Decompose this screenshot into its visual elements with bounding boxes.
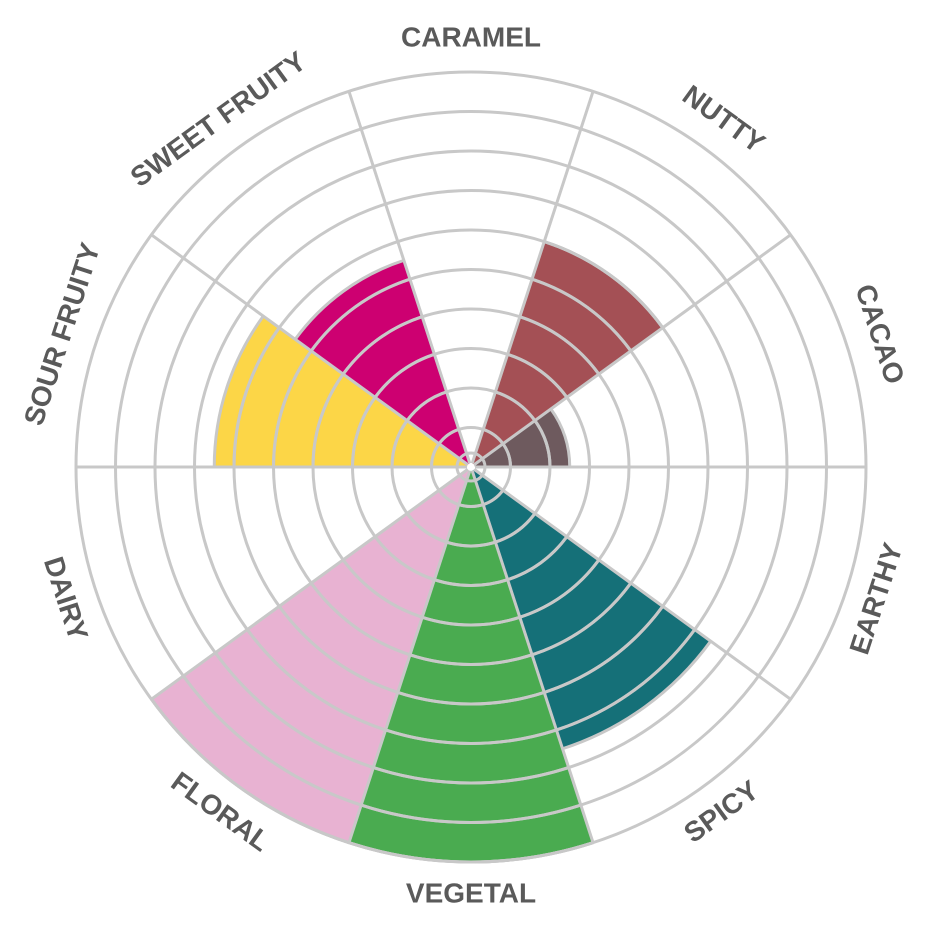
wedge-fill-cacao <box>474 408 570 467</box>
grid-layer <box>74 70 868 864</box>
grid-spoke <box>150 468 469 701</box>
grid-spoke <box>150 233 469 466</box>
wedge-fill-nutty <box>472 241 663 465</box>
wedge-fill-sweet-fruity <box>295 260 470 465</box>
wedge-fill-vegetal <box>348 470 594 862</box>
category-label-earthy: EARTHY <box>844 539 909 658</box>
category-label-dairy: DAIRY <box>38 553 94 645</box>
wedge-edge-sour-fruity <box>212 315 265 468</box>
wedge-edge-spicy <box>562 640 712 751</box>
category-label-sour-fruity: SOUR FRUITY <box>18 239 106 429</box>
wedge-fill-spicy <box>472 469 711 749</box>
grid-spoke <box>470 90 595 464</box>
wedge-fill-floral <box>151 469 470 843</box>
category-label-nutty: NUTTY <box>677 79 771 159</box>
grid-spoke <box>473 468 792 701</box>
wedges-layer <box>150 240 712 864</box>
category-label-spicy: SPICY <box>678 774 764 849</box>
grid-spoke <box>470 470 595 844</box>
wedge-edge-cacao <box>549 408 572 468</box>
wedge-edge-sweet-fruity <box>294 258 405 341</box>
category-label-vegetal: VEGETAL <box>406 877 536 908</box>
grid-spoke <box>347 90 472 464</box>
grid-spoke <box>473 233 792 466</box>
grid-spoke <box>347 470 472 844</box>
category-label-cacao: CACAO <box>849 280 910 387</box>
category-label-caramel: CARAMEL <box>401 21 541 52</box>
